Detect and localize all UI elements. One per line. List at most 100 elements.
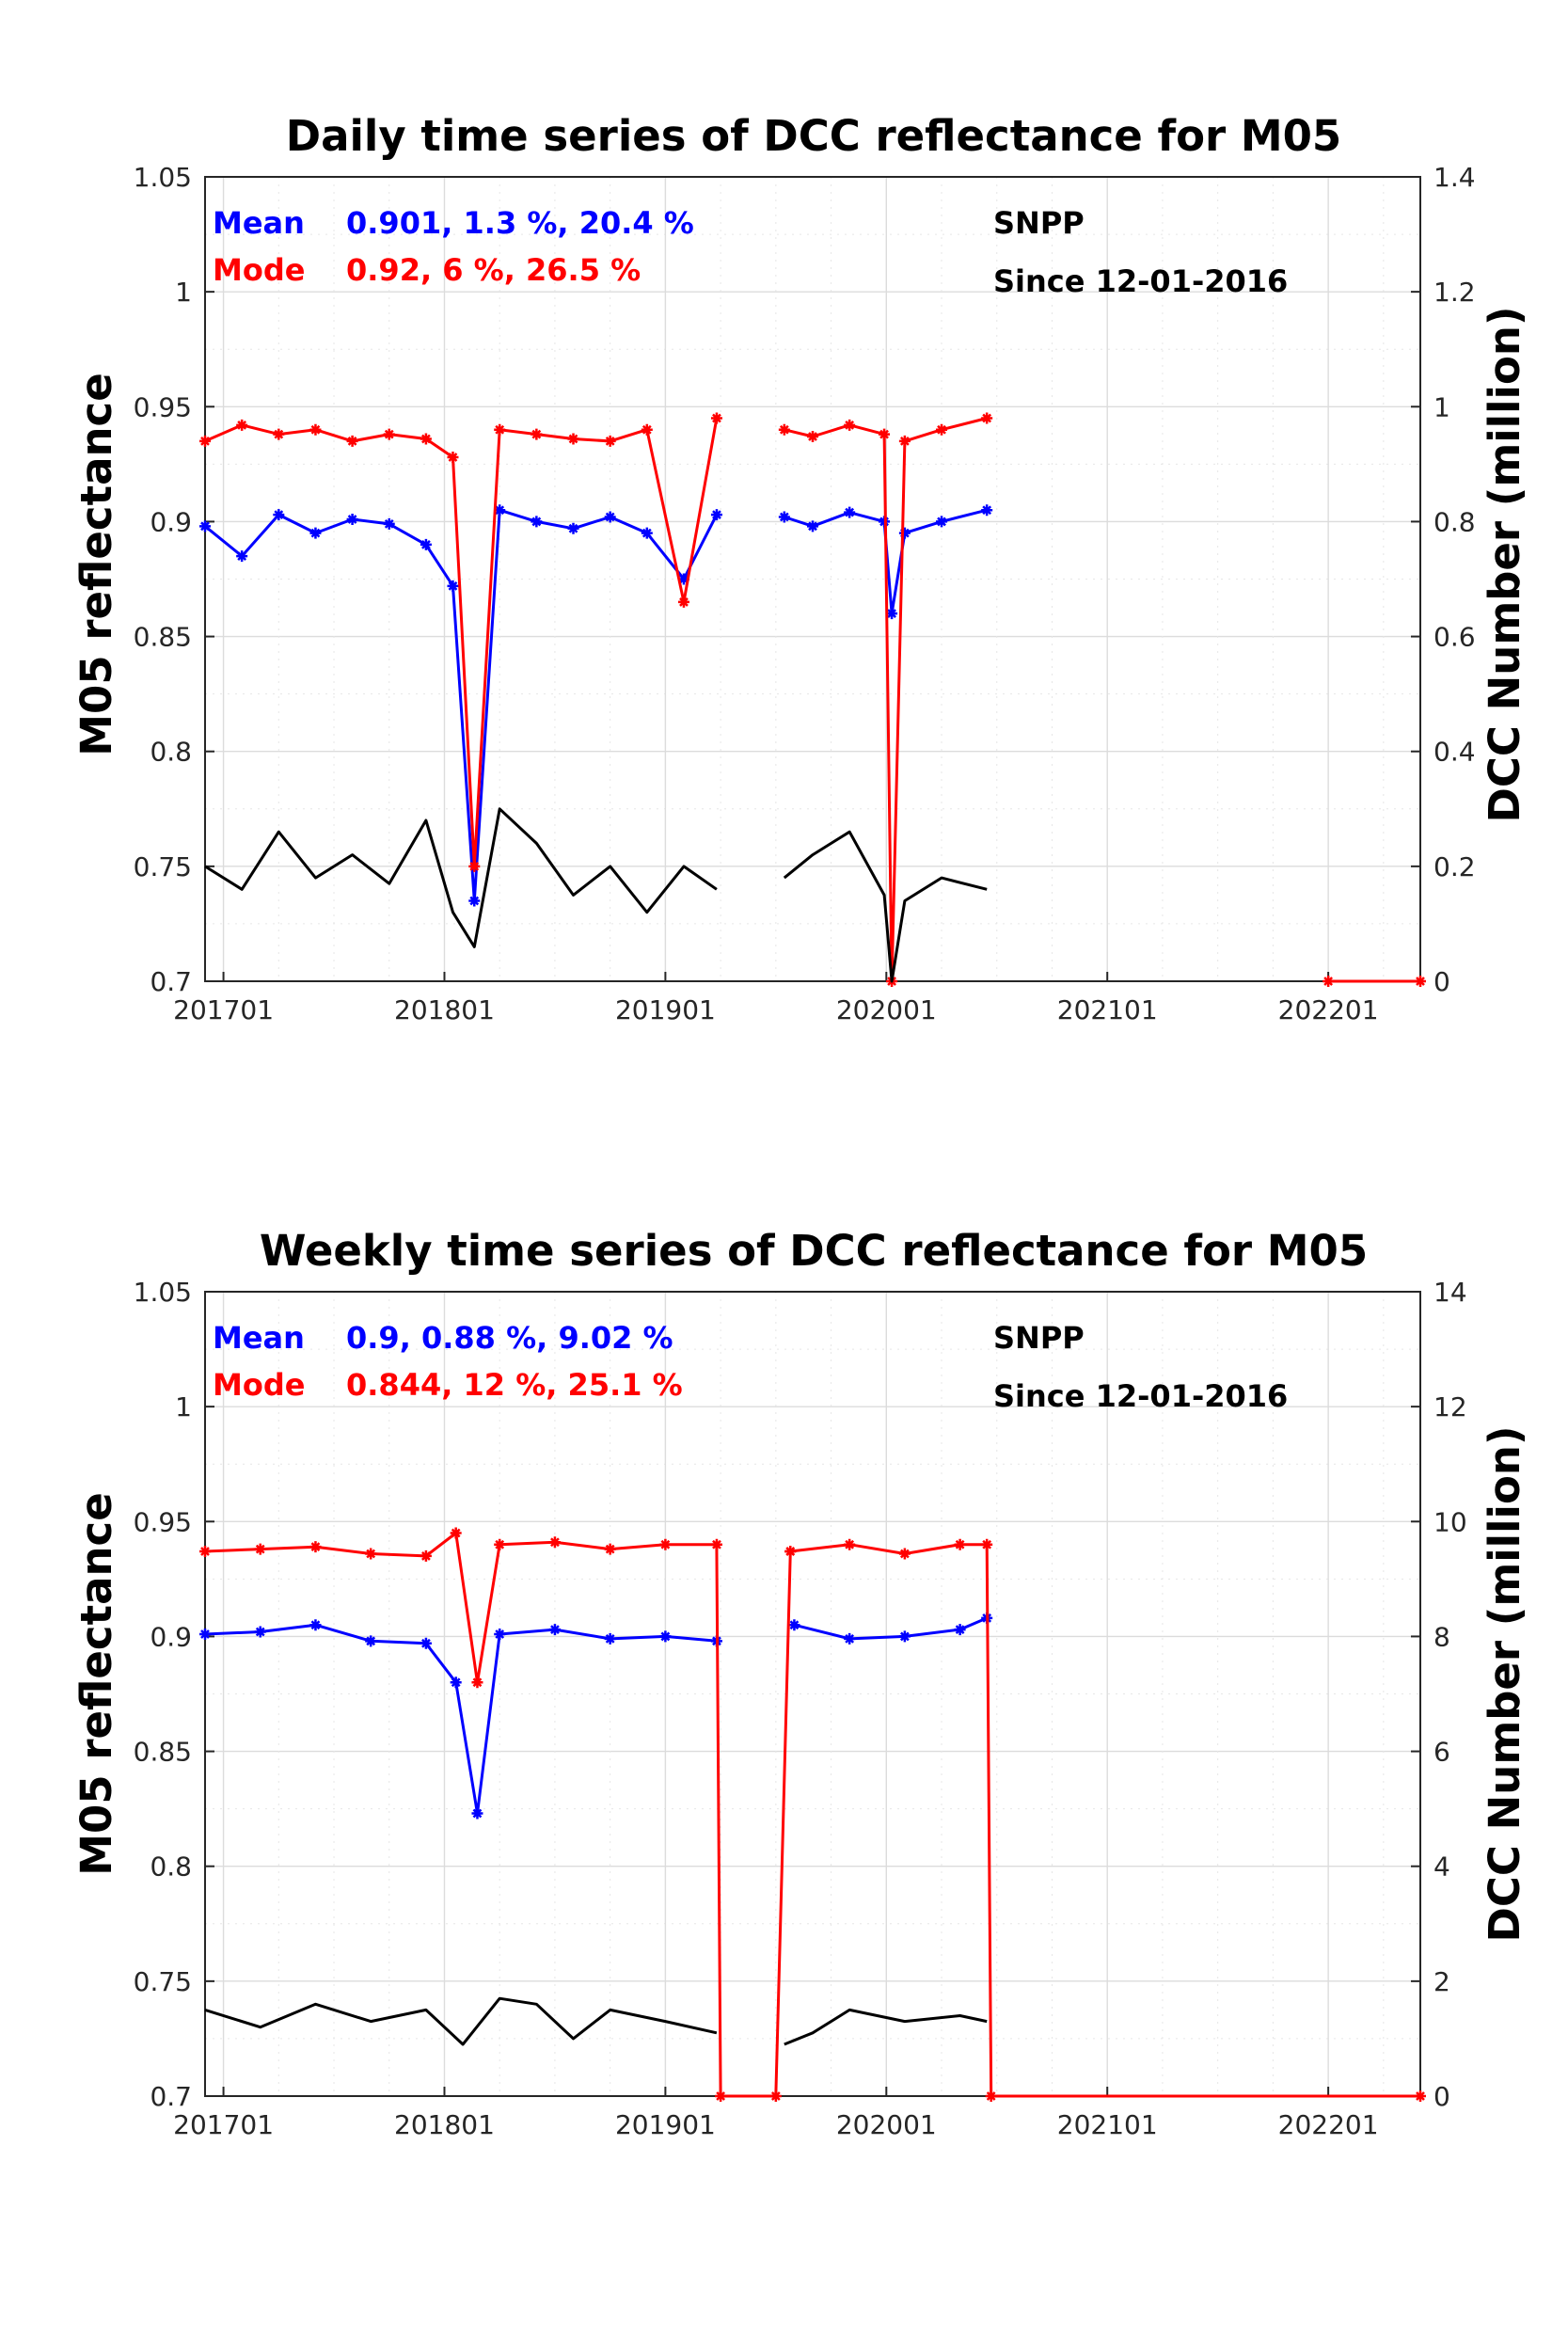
y-tick-label: 0.9 xyxy=(150,1621,192,1652)
data-point xyxy=(769,2090,782,2102)
y-right-tick-label: 1.4 xyxy=(1433,162,1476,193)
data-point xyxy=(879,428,891,440)
series-line xyxy=(783,830,988,983)
data-point xyxy=(468,860,481,872)
data-point xyxy=(346,513,358,525)
data-point xyxy=(844,419,856,431)
y-right-tick-label: 10 xyxy=(1433,1506,1467,1537)
x-tick-label: 202201 xyxy=(1278,994,1379,1025)
series-line xyxy=(204,1623,718,1815)
data-point xyxy=(886,608,898,620)
chart-title: Daily time series of DCC reflectance for… xyxy=(286,111,1342,161)
x-tick-label: 201701 xyxy=(173,994,274,1025)
data-point xyxy=(807,431,818,443)
data-point xyxy=(1323,976,1335,987)
data-point xyxy=(383,517,395,530)
data-point xyxy=(677,573,689,585)
x-tick-label: 201801 xyxy=(394,994,495,1025)
daily-chart: Daily time series of DCC reflectance for… xyxy=(71,111,1529,1025)
series-line xyxy=(204,807,718,948)
data-point xyxy=(309,1619,322,1631)
data-point xyxy=(548,1536,561,1549)
legend-mean-label: Mean xyxy=(213,1320,305,1356)
data-point xyxy=(641,423,653,436)
data-point xyxy=(494,1628,506,1640)
data-point xyxy=(494,504,506,516)
y-tick-label: 0.75 xyxy=(134,851,192,882)
x-tick-label: 202201 xyxy=(1278,2109,1379,2140)
y-right-tick-label: 0.8 xyxy=(1433,506,1476,537)
x-tick-label: 201701 xyxy=(173,2109,274,2140)
legend-mean-stats: 0.9, 0.88 %, 9.02 % xyxy=(346,1320,673,1356)
data-point xyxy=(471,1677,483,1689)
y-right-tick-label: 14 xyxy=(1433,1277,1467,1308)
series-line xyxy=(784,2008,988,2046)
y-tick-label: 0.75 xyxy=(134,1966,192,1997)
chart-title: Weekly time series of DCC reflectance fo… xyxy=(260,1226,1368,1276)
y-tick-label: 0.85 xyxy=(134,1737,192,1768)
y-right-tick-label: 0.4 xyxy=(1433,737,1476,768)
legend-mode-stats: 0.844, 12 %, 25.1 % xyxy=(346,1367,683,1403)
series-line xyxy=(204,508,719,902)
data-point xyxy=(677,596,689,608)
data-point xyxy=(604,435,616,447)
data-point xyxy=(494,1538,506,1550)
data-point xyxy=(659,1630,672,1643)
x-tick-label: 201901 xyxy=(615,994,716,1025)
legend-mode-label: Mode xyxy=(213,1367,305,1403)
y-axis-right-label: DCC Number (million) xyxy=(1480,307,1529,823)
data-point xyxy=(981,1538,993,1550)
data-point xyxy=(199,520,211,532)
data-point xyxy=(447,452,459,464)
data-point xyxy=(1415,976,1426,987)
data-point xyxy=(641,527,653,539)
y-tick-label: 1 xyxy=(175,277,192,308)
data-point xyxy=(844,1632,856,1645)
data-point xyxy=(784,1546,797,1558)
data-point xyxy=(273,509,285,521)
data-point xyxy=(936,423,948,436)
data-point xyxy=(236,419,248,431)
data-point xyxy=(954,1624,966,1636)
y-tick-label: 1.05 xyxy=(134,162,192,193)
data-point xyxy=(985,2090,997,2102)
plot-frame xyxy=(204,1291,1421,2097)
data-point xyxy=(531,428,543,440)
data-point xyxy=(471,1807,483,1820)
x-tick-label: 201801 xyxy=(394,2109,495,2140)
data-point xyxy=(604,1632,616,1645)
y-tick-label: 0.7 xyxy=(150,2081,192,2112)
series-mode xyxy=(199,412,1426,987)
x-tick-label: 201901 xyxy=(615,2109,716,2140)
y-tick-label: 0.85 xyxy=(134,622,192,653)
series-line xyxy=(784,417,988,983)
data-point xyxy=(420,538,432,550)
series-mode xyxy=(199,1527,1426,2102)
y-tick-label: 0.8 xyxy=(150,737,192,768)
y-right-tick-label: 0 xyxy=(1433,966,1450,997)
data-point xyxy=(844,1538,856,1550)
y-tick-label: 0.7 xyxy=(150,966,192,997)
series-line xyxy=(204,418,719,868)
data-point xyxy=(309,423,322,436)
data-point xyxy=(365,1635,377,1647)
data-point xyxy=(494,423,506,436)
data-point xyxy=(447,580,459,592)
data-point xyxy=(199,435,211,447)
y-right-tick-label: 6 xyxy=(1433,1737,1450,1768)
y-tick-label: 0.8 xyxy=(150,1851,192,1883)
series-dcc-number xyxy=(204,807,988,983)
data-point xyxy=(954,1538,966,1550)
y-axis-label: M05 reflectance xyxy=(71,373,121,755)
satellite-label: SNPP xyxy=(993,1320,1085,1356)
y-tick-label: 0.95 xyxy=(134,391,192,422)
data-point xyxy=(604,1543,616,1555)
data-point xyxy=(365,1548,377,1560)
weekly-chart: Weekly time series of DCC reflectance fo… xyxy=(71,1226,1529,2140)
y-tick-label: 1 xyxy=(175,1391,192,1422)
y-right-tick-label: 0 xyxy=(1433,2081,1450,2112)
data-point xyxy=(199,1628,211,1640)
data-point xyxy=(309,527,322,539)
data-point xyxy=(309,1541,322,1553)
data-point xyxy=(420,1637,432,1649)
